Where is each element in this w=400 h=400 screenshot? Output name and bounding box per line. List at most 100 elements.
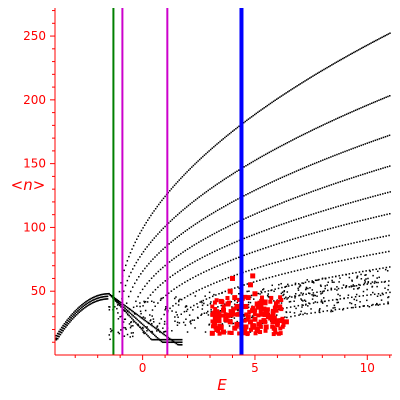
data-point — [227, 260, 229, 263]
data-point — [366, 305, 369, 307]
data-point — [144, 285, 146, 288]
data-point — [249, 191, 251, 194]
data-point — [154, 305, 156, 308]
data-point — [372, 291, 374, 294]
data-point — [332, 63, 335, 65]
data-point — [346, 149, 348, 152]
data-point — [230, 301, 233, 303]
data-point — [295, 137, 298, 139]
data-point — [335, 61, 338, 63]
data-point — [373, 282, 376, 284]
data-point — [139, 292, 142, 294]
data-point — [340, 58, 342, 61]
data-point — [278, 274, 280, 276]
data-point — [299, 195, 301, 197]
data-point — [213, 250, 216, 253]
data-point — [388, 134, 391, 137]
data-point — [371, 281, 374, 283]
data-point — [272, 149, 274, 152]
data-point — [350, 242, 352, 245]
red-data-point — [280, 316, 285, 321]
data-point — [287, 91, 289, 93]
data-point — [132, 306, 135, 309]
data-point — [322, 159, 324, 161]
data-point — [294, 315, 296, 317]
data-point — [222, 138, 225, 140]
data-point — [59, 331, 62, 333]
data-point — [151, 330, 153, 333]
data-point — [304, 281, 307, 284]
data-point — [165, 294, 167, 297]
data-point — [364, 218, 367, 221]
data-point — [218, 248, 221, 250]
data-point — [148, 243, 150, 246]
data-point — [367, 104, 369, 106]
data-point — [178, 322, 181, 324]
data-point — [171, 339, 174, 342]
data-point — [353, 288, 355, 290]
data-point — [297, 136, 299, 138]
data-point — [300, 310, 302, 313]
data-point — [354, 296, 357, 298]
data-point — [257, 292, 260, 295]
data-point — [83, 301, 86, 304]
data-point — [220, 180, 222, 183]
data-point — [210, 301, 212, 303]
data-point — [273, 244, 275, 246]
data-point — [382, 193, 384, 195]
data-point — [89, 303, 91, 306]
data-point — [303, 166, 306, 169]
data-point — [364, 281, 367, 283]
data-point — [141, 317, 143, 319]
data-point — [190, 322, 192, 325]
data-point — [370, 42, 372, 44]
red-data-point — [237, 331, 242, 336]
data-point — [226, 244, 228, 247]
data-point — [198, 220, 201, 223]
data-point — [154, 207, 157, 210]
data-point — [288, 90, 291, 92]
data-point — [129, 321, 132, 324]
data-point — [326, 157, 328, 160]
data-point — [347, 243, 349, 245]
data-point — [188, 314, 191, 316]
data-point — [277, 97, 280, 99]
data-point — [81, 303, 83, 306]
data-point — [250, 161, 253, 164]
data-point — [60, 331, 63, 334]
data-point — [118, 302, 121, 305]
data-point — [131, 248, 133, 250]
data-point — [104, 298, 106, 300]
data-point — [358, 295, 361, 298]
data-point — [209, 148, 212, 151]
data-point — [128, 255, 130, 258]
data-point — [318, 71, 320, 74]
data-point — [257, 111, 259, 114]
red-data-point — [249, 327, 254, 332]
data-point — [382, 167, 384, 169]
data-point — [142, 227, 144, 229]
data-point — [386, 270, 389, 272]
data-point — [318, 250, 320, 252]
data-point — [191, 201, 193, 204]
data-point — [89, 300, 91, 303]
data-point — [267, 183, 269, 185]
data-point — [384, 135, 387, 138]
red-data-point — [234, 324, 239, 329]
data-point — [264, 153, 267, 156]
data-point — [100, 299, 102, 301]
data-point — [291, 256, 294, 259]
data-point — [194, 223, 197, 225]
data-point — [364, 172, 366, 175]
data-point — [347, 258, 349, 261]
data-point — [140, 327, 143, 330]
data-point — [348, 286, 351, 288]
data-point — [228, 243, 231, 246]
data-point — [356, 108, 359, 111]
data-point — [64, 321, 67, 323]
data-point — [172, 338, 175, 341]
data-point — [367, 281, 369, 284]
red-data-point — [210, 312, 215, 317]
data-point — [77, 307, 79, 310]
data-point — [251, 251, 254, 254]
